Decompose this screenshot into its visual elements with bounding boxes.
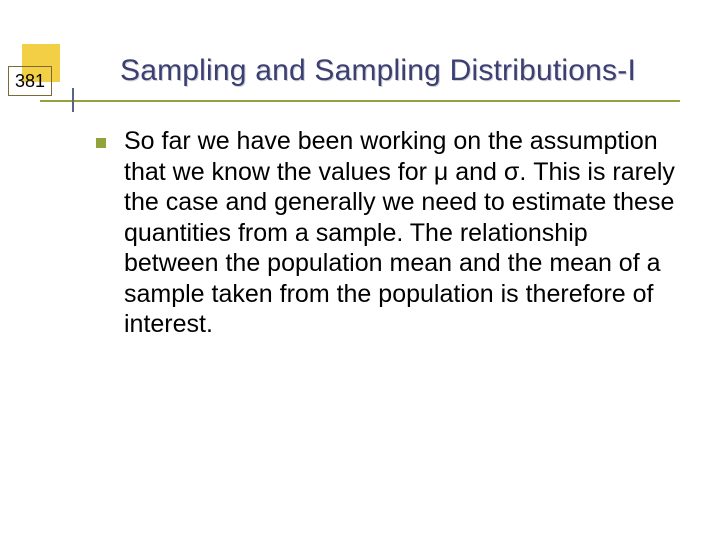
square-bullet-icon: [96, 138, 106, 148]
slide-number: 381: [15, 71, 45, 92]
title-underline-tick: [72, 88, 74, 112]
body-text: So far we have been working on the assum…: [124, 126, 686, 340]
title-underline: [40, 100, 680, 102]
bullet-row: So far we have been working on the assum…: [96, 126, 686, 340]
slide-title: Sampling and Sampling Distributions-I: [120, 54, 700, 88]
slide: 381 Sampling and Sampling Distributions-…: [0, 0, 720, 540]
body-area: So far we have been working on the assum…: [96, 126, 686, 340]
slide-number-box: 381: [8, 66, 52, 96]
